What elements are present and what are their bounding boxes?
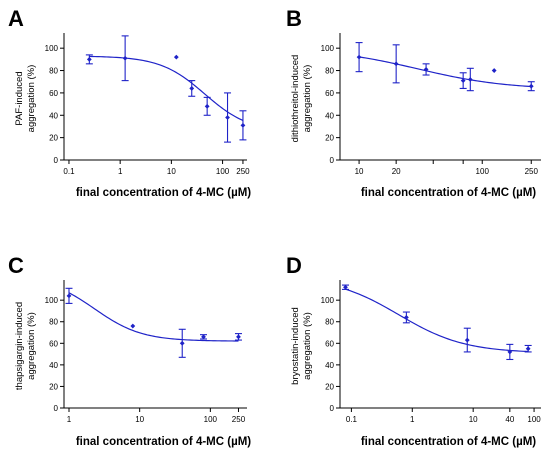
data-point (423, 67, 429, 72)
data-point (403, 315, 409, 320)
y-tick-label: 20 (49, 134, 58, 143)
data-point (66, 293, 72, 299)
y-tick-label: 20 (325, 134, 334, 143)
fit-curve (358, 56, 532, 88)
x-axis-label: final concentration of 4-MC (µM) (361, 187, 536, 199)
y-tick-label: 60 (325, 339, 334, 348)
x-tick-label: 10 (135, 415, 144, 424)
x-tick-label: 100 (216, 167, 230, 176)
data-point (204, 103, 210, 109)
x-tick-label: 20 (392, 167, 401, 176)
y-tick-label: 80 (49, 67, 58, 76)
y-tick-label: 100 (45, 296, 59, 305)
x-tick-label: 1 (410, 415, 415, 424)
y-axis-label: aggregation (%) (302, 65, 313, 133)
x-tick-label: 10 (355, 167, 364, 176)
y-tick-label: 60 (49, 89, 58, 98)
y-tick-label: 100 (45, 44, 59, 53)
y-axis-label: aggregation (%) (26, 65, 37, 133)
data-point (189, 86, 195, 91)
data-point (356, 54, 362, 60)
data-point (393, 61, 399, 67)
y-tick-label: 40 (49, 361, 58, 370)
x-axis-label: final concentration of 4-MC (µM) (76, 436, 251, 448)
x-tick-label: 100 (476, 167, 490, 176)
y-tick-label: 0 (330, 156, 335, 165)
panel-label: A (8, 6, 24, 31)
y-tick-label: 20 (49, 382, 58, 391)
y-axis-label: PAF-induced (14, 71, 25, 125)
panel-label: C (8, 253, 24, 278)
panel-c: C 0 20 40 60 80 100 1 10 100 250 final concentratio… (8, 253, 251, 448)
x-tick-label: 40 (505, 415, 514, 424)
fit-curve (68, 292, 239, 342)
y-axis-label: dithiothreitol-induced (290, 55, 301, 143)
data-point (528, 83, 534, 89)
data-point (491, 68, 497, 73)
data-point (179, 340, 185, 346)
panel-label: D (286, 253, 302, 278)
y-tick-label: 0 (54, 404, 59, 413)
x-tick-label: 10 (469, 415, 478, 424)
data-point (343, 284, 348, 290)
data-point (467, 77, 473, 82)
fit-curve (345, 288, 529, 353)
x-tick-label: 100 (204, 415, 218, 424)
y-axis-label: bryostatin-induced (290, 307, 301, 385)
x-tick-label: 250 (232, 415, 246, 424)
data-point (201, 334, 206, 340)
y-tick-label: 0 (54, 156, 59, 165)
y-tick-label: 20 (325, 382, 334, 391)
x-tick-label: 10 (167, 167, 176, 176)
y-tick-label: 80 (49, 318, 58, 327)
x-tick-label: 0.1 (63, 167, 75, 176)
y-tick-label: 0 (330, 404, 335, 413)
data-point (236, 334, 241, 340)
y-tick-label: 80 (325, 318, 334, 327)
y-tick-label: 60 (325, 89, 334, 98)
fit-curve (89, 55, 244, 121)
x-tick-label: 250 (525, 167, 539, 176)
data-point (460, 78, 466, 84)
data-point (525, 346, 531, 352)
x-tick-label: 1 (118, 167, 123, 176)
x-tick-label: 250 (236, 167, 250, 176)
panel-d: D 0 20 40 60 80 100 0.1 1 10 40 100 final concentrat… (286, 253, 541, 448)
y-tick-label: 40 (325, 361, 334, 370)
x-tick-label: 1 (67, 415, 72, 424)
x-axis-label: final concentration of 4-MC (µM) (361, 436, 536, 448)
data-point (240, 122, 246, 128)
data-point (122, 55, 128, 61)
panel-label: B (286, 6, 302, 31)
y-tick-label: 40 (49, 111, 58, 120)
data-point (225, 115, 230, 120)
x-tick-label: 0.1 (346, 415, 358, 424)
data-point (86, 56, 92, 62)
y-tick-label: 40 (325, 111, 334, 120)
x-tick-label: 100 (527, 415, 541, 424)
panel-b: B 0 20 40 60 80 100 10 20 100 250 final concentrati… (286, 6, 541, 199)
y-axis-label: thapsigargin-induced (14, 302, 25, 390)
y-tick-label: 100 (321, 44, 335, 53)
y-axis-label: aggregation (%) (302, 312, 313, 380)
y-axis-label: aggregation (%) (26, 312, 37, 380)
panel-a: A 0 20 40 60 80 100 0.1 1 10 100 250 final concentra… (8, 6, 251, 199)
data-point (464, 337, 470, 343)
y-tick-label: 60 (49, 339, 58, 348)
x-axis-label: final concentration of 4-MC (µM) (76, 187, 251, 199)
y-tick-label: 100 (321, 296, 335, 305)
data-point (130, 323, 136, 329)
y-tick-label: 80 (325, 67, 334, 76)
data-point (173, 54, 179, 60)
data-point (507, 349, 513, 355)
